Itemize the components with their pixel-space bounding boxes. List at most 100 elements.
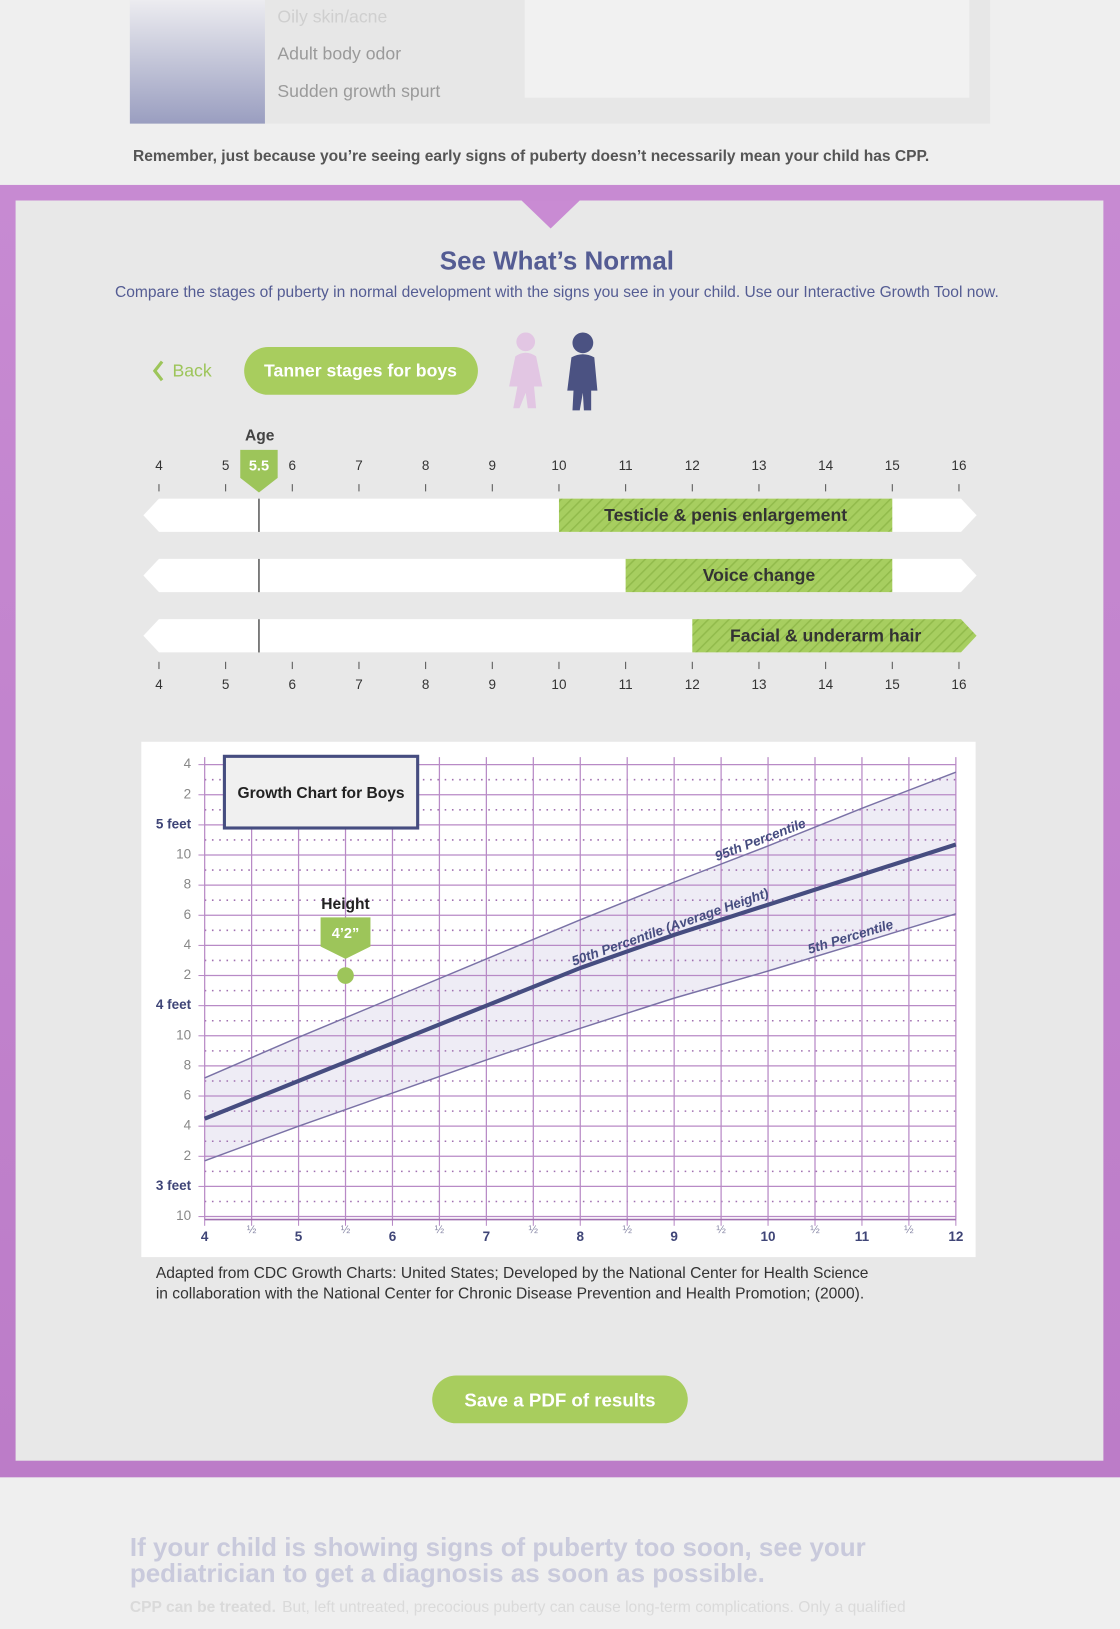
age-timeline: 4 4 5 5 6 6 7 7 8 8 9 9 10 10 11 11 12 12 13 13 14 14 15 15 16 16… xyxy=(143,449,977,692)
back-chevron xyxy=(152,360,164,382)
stage-label: Testicle & penis enlargement xyxy=(604,505,847,525)
x-tick-label: 4 xyxy=(201,1229,209,1244)
x-tick-label: 10 xyxy=(761,1229,776,1244)
y-tick-label: 2 xyxy=(184,967,192,982)
y-tick-label: 10 xyxy=(176,1208,191,1223)
y-tick-label: 6 xyxy=(184,1088,192,1103)
age-tick-label: 5 xyxy=(222,677,230,692)
age-tick-label: 15 xyxy=(885,677,900,692)
y-tick-label: 4 xyxy=(184,1118,192,1133)
x-tick-label: ½ xyxy=(341,1224,351,1236)
age-tick-label: 4 xyxy=(155,458,163,473)
age-tick-label: 5 xyxy=(222,458,230,473)
symptom: Oily skin/acne xyxy=(277,6,387,26)
back-link[interactable]: Back xyxy=(152,360,212,382)
age-tick-label: 7 xyxy=(355,677,363,692)
caption: in collaboration with the National Cente… xyxy=(156,1286,864,1303)
y-tick-label: 4 xyxy=(184,756,192,771)
x-tick-label: ½ xyxy=(904,1224,914,1236)
age-tick-label: 13 xyxy=(751,677,766,692)
back-text[interactable]: Back xyxy=(172,361,211,381)
age-tick-label: 6 xyxy=(289,677,297,692)
stage-bar xyxy=(625,558,893,593)
x-tick-label: 8 xyxy=(577,1229,585,1244)
age-tick-label: 4 xyxy=(155,677,163,692)
x-tick-label: 11 xyxy=(855,1229,870,1244)
age-tick-label: 16 xyxy=(951,458,966,473)
section-subtitle: Compare the stages of puberty in normal … xyxy=(115,284,999,301)
age-tick-label: 13 xyxy=(751,458,766,473)
x-tick-label: ½ xyxy=(810,1224,820,1236)
y-tick-label: 4 feet xyxy=(156,997,192,1012)
x-tick-label: 12 xyxy=(948,1229,963,1244)
stage-label: Voice change xyxy=(703,565,816,585)
save-button-text[interactable]: Save a PDF of results xyxy=(464,1389,655,1410)
y-tick-label: 2 xyxy=(184,786,192,801)
age-label: Age xyxy=(245,427,275,444)
x-tick-label: ½ xyxy=(529,1224,539,1236)
age-tick-label: 12 xyxy=(685,677,700,692)
age-tick-label: 15 xyxy=(885,458,900,473)
percentile-line xyxy=(203,842,957,1121)
paragraph-bold: CPP can be treated. xyxy=(130,1599,276,1616)
x-tick-label: ½ xyxy=(622,1224,632,1236)
y-tick-label: 5 feet xyxy=(156,816,192,831)
age-tick-label: 10 xyxy=(551,458,566,473)
marker-value: 4’2” xyxy=(332,926,359,942)
age-tick-label: 16 xyxy=(951,677,966,692)
age-tick-label: 7 xyxy=(355,458,363,473)
chart-title: Growth Chart for Boys xyxy=(238,785,405,802)
symptom: Adult body odor xyxy=(277,44,401,64)
selected-age-value: 5.5 xyxy=(249,458,269,474)
age-tick-label: 10 xyxy=(551,677,566,692)
y-tick-label: 4 xyxy=(184,937,192,952)
card-panel xyxy=(524,0,970,98)
x-tick-label: ½ xyxy=(435,1224,445,1236)
x-tick-label: 7 xyxy=(483,1229,491,1244)
boy-icon[interactable] xyxy=(567,332,598,411)
bottom-paragraph: CPP can be treated. But, left untreated, … xyxy=(130,1599,906,1616)
age-tick-label: 14 xyxy=(818,458,834,473)
stage-label: Facial & underarm hair xyxy=(730,626,921,646)
height-point xyxy=(337,967,354,984)
section-title: See What’s Normal xyxy=(440,246,674,276)
y-tick-label: 3 feet xyxy=(156,1178,192,1193)
tanner-button[interactable] xyxy=(244,346,478,395)
notch xyxy=(521,200,580,229)
reminder: Remember, just because you’re seeing ear… xyxy=(133,148,929,165)
y-tick-label: 6 xyxy=(184,907,192,922)
save-button[interactable] xyxy=(432,1375,688,1424)
girl-icon[interactable] xyxy=(509,332,543,409)
x-tick-label: ½ xyxy=(716,1224,726,1236)
x-tick-label: 5 xyxy=(295,1229,303,1244)
age-tick-label: 6 xyxy=(289,458,297,473)
stage-bar xyxy=(692,619,977,653)
tanner-button-text[interactable]: Tanner stages for boys xyxy=(264,361,457,381)
stage-bar xyxy=(558,498,893,532)
x-tick-label: 9 xyxy=(670,1229,678,1244)
age-tick-label: 8 xyxy=(422,677,430,692)
age-tick-label: 11 xyxy=(619,677,633,692)
y-tick-label: 10 xyxy=(176,847,191,862)
bottom-heading: pediatrician to get a diagnosis as soon … xyxy=(130,1558,765,1588)
percentile-line xyxy=(204,913,957,1162)
y-tick-label: 8 xyxy=(184,1057,192,1072)
marker-flag xyxy=(320,917,371,959)
card-image xyxy=(129,0,265,124)
x-tick-label: 6 xyxy=(389,1229,397,1244)
symptom: Sudden growth spurt xyxy=(277,81,440,101)
bottom-heading: If your child is showing signs of pubert… xyxy=(130,1532,866,1562)
selected-age-marker xyxy=(240,449,278,493)
age-tick-label: 9 xyxy=(489,677,497,692)
age-tick-label: 14 xyxy=(818,677,834,692)
age-tick-label: 12 xyxy=(685,458,700,473)
percentile-line xyxy=(204,771,957,1079)
paragraph-text: But, left untreated, precocious puberty … xyxy=(282,1599,905,1616)
chart-title-box xyxy=(222,754,420,830)
age-tick-label: 11 xyxy=(619,458,633,473)
x-tick-label: ½ xyxy=(247,1224,257,1236)
y-tick-label: 10 xyxy=(176,1027,191,1042)
marker-label: Height xyxy=(321,896,369,913)
